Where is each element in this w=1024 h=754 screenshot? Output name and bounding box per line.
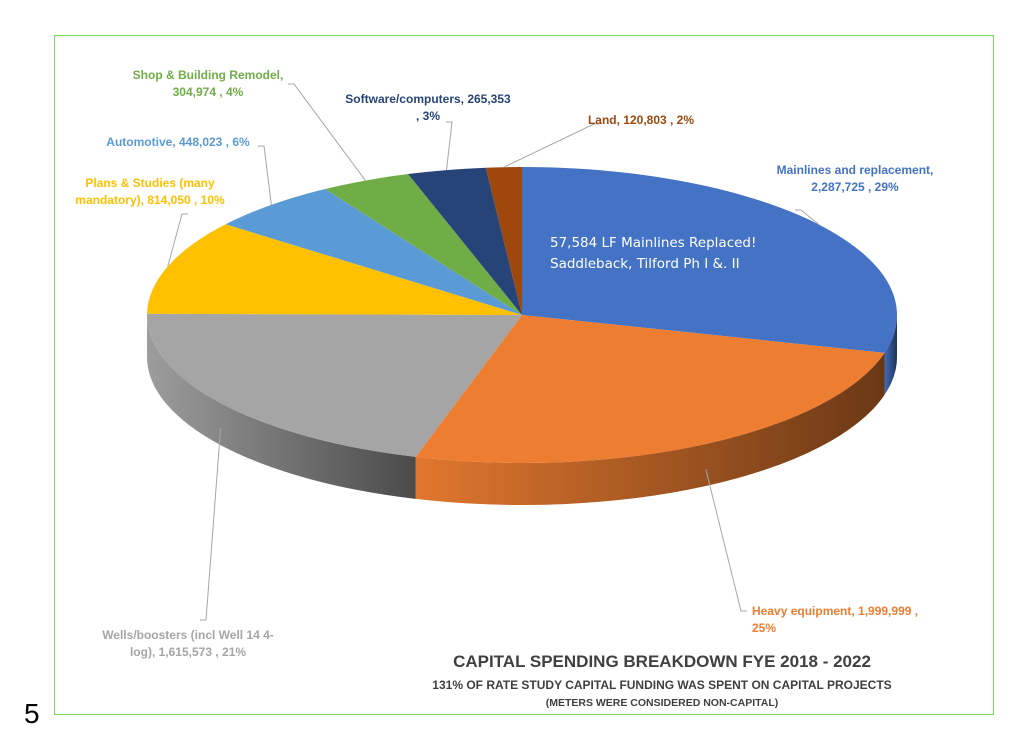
leader-line-3 (167, 213, 188, 267)
slice-label-0-line-0: Mainlines and replacement, (777, 163, 934, 177)
page-number: 5 (24, 698, 40, 729)
slice-labels: Mainlines and replacement, 2,287,725 , 29… (75, 68, 933, 659)
pie-side-shade-1 (415, 352, 885, 505)
slice-label-2-line-0: Wells/boosters (incl Well 14 4- (102, 628, 274, 642)
pie-slice-4 (225, 189, 522, 315)
leader-line-4 (258, 145, 272, 205)
leader-line-0 (795, 209, 820, 226)
chart-subtitle: 131% OF RATE STUDY CAPITAL FUNDING WAS S… (432, 678, 891, 692)
leader-line-2 (200, 428, 222, 621)
slice-label-4: Automotive, 448,023 , 6% (106, 135, 250, 149)
pie-slice-3 (147, 224, 522, 315)
slice-label-4-line-0: Automotive, 448,023 , 6% (106, 135, 250, 149)
slice-label-6-line-1: , 3% (416, 109, 440, 123)
leader-lines (167, 83, 820, 621)
annotation-line-2: Saddleback, Tilford Ph I &. II (550, 256, 740, 272)
slice-label-5-line-1: 304,974 , 4% (173, 85, 244, 99)
slice-label-5: Shop & Building Remodel, 304,974 , 4% (133, 68, 284, 99)
slice-label-3: Plans & Studies (many mandatory), 814,050… (75, 176, 225, 207)
pie-slice-2 (147, 313, 522, 457)
slice-label-5-line-0: Shop & Building Remodel, (133, 68, 284, 82)
slice-label-3-line-1: mandatory), 814,050 , 10% (75, 193, 225, 207)
slice-label-2: Wells/boosters (incl Well 14 4- log), 1,6… (102, 628, 274, 659)
leader-line-5 (288, 83, 366, 181)
chart-title: CAPITAL SPENDING BREAKDOWN FYE 2018 - 20… (453, 652, 871, 671)
slice-label-3-line-0: Plans & Studies (many (85, 176, 215, 190)
pie-slice-6 (408, 167, 522, 315)
slice-label-0-line-1: 2,287,725 , 29% (811, 180, 899, 194)
leader-line-7 (503, 123, 600, 168)
slice-label-7-line-0: Land, 120,803 , 2% (588, 113, 694, 127)
leader-line-1 (705, 469, 747, 612)
slice-label-1: Heavy equipment, 1,999,999 , 25% (752, 604, 918, 635)
slice-label-7: Land, 120,803 , 2% (588, 113, 694, 127)
annotation-line-1: 57,584 LF Mainlines Replaced! (550, 235, 756, 251)
pie-slice-1 (415, 315, 885, 463)
pie-slice-7 (485, 167, 522, 315)
slice-label-6-line-0: Software/computers, 265,353 (345, 92, 511, 106)
pie-slice-5 (325, 174, 522, 315)
pie-side-shade-2 (147, 315, 416, 499)
pie-side-shade-0 (884, 315, 897, 395)
slice-label-0: Mainlines and replacement, 2,287,725 , 29… (777, 163, 934, 194)
leader-line-6 (446, 121, 453, 171)
chart-note: (METERS WERE CONSIDERED NON-CAPITAL) (546, 697, 779, 709)
pie-sides (147, 315, 897, 505)
slice-label-1-line-1: 25% (752, 621, 776, 635)
pie-slice-0 (522, 167, 897, 353)
slice-label-2-line-1: log), 1,615,573 , 21% (130, 645, 246, 659)
slice-label-6: Software/computers, 265,353 , 3% (345, 92, 511, 123)
pie-tops (147, 167, 897, 463)
slice-label-1-line-0: Heavy equipment, 1,999,999 , (752, 604, 918, 618)
